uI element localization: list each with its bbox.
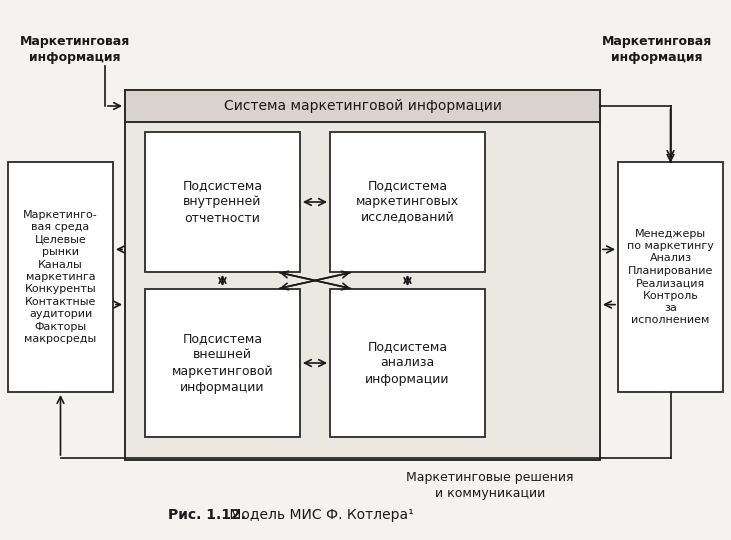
Text: Маркетинговые решения
и коммуникации: Маркетинговые решения и коммуникации [406,470,574,500]
Text: Рис. 1.12.: Рис. 1.12. [168,508,246,522]
Text: Подсистема
внешней
маркетинговой
информации: Подсистема внешней маркетинговой информа… [172,333,273,394]
Text: Подсистема
маркетинговых
исследований: Подсистема маркетинговых исследований [356,179,459,225]
Text: Модель МИС Ф. Котлера¹: Модель МИС Ф. Котлера¹ [225,508,414,522]
Bar [8,162,113,392]
Bar [330,289,485,437]
Bar [145,289,300,437]
Bar [145,132,300,272]
Text: Менеджеры
по маркетингу
Анализ
Планирование
Реализация
Контроль
за
исполнением: Менеджеры по маркетингу Анализ Планирова… [627,228,714,326]
Bar [125,90,600,460]
Text: Подсистема
внутренней
отчетности: Подсистема внутренней отчетности [183,179,262,225]
Text: Маркетинговая
информация: Маркетинговая информация [602,36,712,64]
Bar [125,90,600,122]
Bar [330,132,485,272]
Bar [618,162,723,392]
Text: Маркетинговая
информация: Маркетинговая информация [20,36,130,64]
Text: Подсистема
анализа
информации: Подсистема анализа информации [366,341,450,386]
Text: Маркетинго-
вая среда
Целевые
рынки
Каналы
маркетинга
Конкуренты
Контактные
ауди: Маркетинго- вая среда Целевые рынки Кана… [23,210,98,344]
Text: Система маркетинговой информации: Система маркетинговой информации [224,99,501,113]
